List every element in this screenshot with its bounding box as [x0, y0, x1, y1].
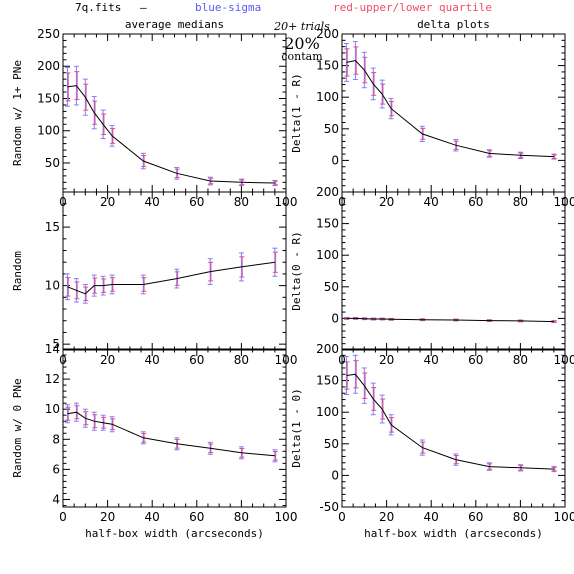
y-tick-label: 15 [45, 220, 60, 234]
x-tick-label: 100 [554, 195, 574, 209]
x-tick-label: 20 [100, 195, 115, 209]
x-tick-label: 20 [379, 195, 394, 209]
y-tick-label: 5 [52, 337, 60, 351]
median-line [346, 59, 554, 158]
y-tick-label: 50 [324, 437, 339, 451]
x-tick-label: 20 [100, 353, 115, 367]
x-axis-label: half-box width (arcseconds) [364, 527, 543, 540]
header-red-quartile: red-upper/lower quartile [333, 1, 492, 14]
header-dash: — [140, 1, 147, 14]
y-tick-label: 50 [324, 280, 339, 294]
header-contam-label: contam [281, 50, 323, 63]
x-tick-label: 80 [234, 195, 249, 209]
median-line [67, 261, 275, 295]
x-tick-label: 80 [513, 353, 528, 367]
median-line [346, 373, 554, 470]
x-tick-label: 60 [189, 510, 204, 524]
median-line [67, 411, 275, 457]
y-tick-label: 10 [45, 402, 60, 416]
y-tick-label: 100 [316, 90, 339, 104]
y-tick-label: 100 [37, 124, 60, 138]
y-tick-label: 4 [52, 492, 60, 506]
y-tick-label: 50 [324, 122, 339, 136]
y-axis-label: Random w/ 0 PNe [11, 378, 24, 477]
x-tick-label: 40 [145, 195, 160, 209]
y-tick-label: 150 [316, 59, 339, 73]
y-tick-label: -50 [319, 500, 339, 514]
x-tick-label: 80 [513, 195, 528, 209]
x-tick-label: 60 [189, 195, 204, 209]
y-tick-label: 150 [316, 217, 339, 231]
y-tick-label: 100 [316, 248, 339, 262]
panel-frame [62, 33, 287, 193]
x-tick-label: 40 [424, 195, 439, 209]
x-tick-label: 40 [145, 510, 160, 524]
panel-title: average medians [125, 18, 224, 31]
x-tick-label: 60 [468, 353, 483, 367]
y-tick-label: 0 [331, 311, 339, 325]
median-line [67, 85, 275, 184]
x-tick-label: 100 [554, 510, 574, 524]
y-tick-label: 100 [316, 405, 339, 419]
y-axis-label: Random [11, 251, 24, 291]
x-tick-label: 20 [379, 510, 394, 524]
x-tick-label: 100 [554, 353, 574, 367]
y-tick-label: 8 [52, 432, 60, 446]
y-tick-label: 10 [45, 279, 60, 293]
header-file: 7q.fits [75, 1, 121, 14]
x-tick-label: 0 [338, 510, 346, 524]
panel-frame [62, 191, 287, 351]
y-tick-label: 200 [37, 59, 60, 73]
y-axis-label: Delta(1 - 0) [290, 388, 303, 467]
panel-frame [341, 348, 566, 508]
x-tick-label: 80 [234, 510, 249, 524]
x-tick-label: 40 [145, 353, 160, 367]
y-tick-label: 200 [316, 27, 339, 41]
panel-frame [341, 33, 566, 193]
y-tick-label: 150 [316, 374, 339, 388]
x-tick-label: 100 [275, 510, 298, 524]
x-tick-label: 80 [513, 510, 528, 524]
header-contam-pct: 20% [284, 34, 320, 53]
x-tick-label: 40 [424, 353, 439, 367]
x-tick-label: 40 [424, 510, 439, 524]
x-tick-label: 60 [468, 195, 483, 209]
y-tick-label: 150 [37, 91, 60, 105]
x-tick-label: 20 [100, 510, 115, 524]
header-blue-sigma: blue-sigma [195, 1, 261, 14]
x-tick-label: 60 [468, 510, 483, 524]
y-axis-label: Random w/ 1+ PNe [11, 60, 24, 166]
panel-frame [341, 191, 566, 351]
x-tick-label: 0 [59, 510, 67, 524]
y-tick-label: 200 [316, 342, 339, 356]
header-trials: 20+ trials [273, 20, 330, 33]
y-axis-label: Delta(1 - R) [290, 73, 303, 152]
y-tick-label: 12 [45, 372, 60, 386]
x-tick-label: 80 [234, 353, 249, 367]
y-tick-label: 50 [45, 156, 60, 170]
y-tick-label: 200 [316, 185, 339, 199]
panel-p5: 0 20 40 60 80 100 4 6 8 10 12 14 Random w/ 0 PNe half… [11, 342, 297, 540]
y-tick-label: 6 [52, 462, 60, 476]
median-line [346, 317, 554, 323]
x-tick-label: 60 [189, 353, 204, 367]
panel-title: delta plots [417, 18, 490, 31]
y-tick-label: 250 [37, 27, 60, 41]
y-tick-label: 14 [45, 342, 60, 356]
y-tick-label: 0 [331, 468, 339, 482]
y-tick-label: 0 [331, 153, 339, 167]
x-tick-label: 20 [379, 353, 394, 367]
y-axis-label: Delta(0 - R) [290, 231, 303, 310]
x-axis-label: half-box width (arcseconds) [85, 527, 264, 540]
